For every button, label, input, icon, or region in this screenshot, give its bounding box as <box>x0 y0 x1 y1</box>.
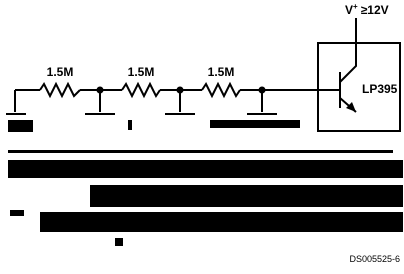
figure-id: DS005525-6 <box>349 254 400 264</box>
ground <box>6 90 26 114</box>
artifacts <box>8 120 403 246</box>
resistor <box>122 84 160 96</box>
resistor <box>40 84 80 96</box>
schematic: V+≥12V 1.5M 1.5M 1.5M LP395 DS005525-6 <box>0 0 404 269</box>
transistor <box>340 18 356 112</box>
resistor-label: 1.5M <box>47 65 74 79</box>
resistor-label: 1.5M <box>128 65 155 79</box>
resistor-label: 1.5M <box>208 65 235 79</box>
supply-label: V+≥12V <box>345 2 389 17</box>
resistor <box>202 84 240 96</box>
device-label: LP395 <box>362 82 398 96</box>
